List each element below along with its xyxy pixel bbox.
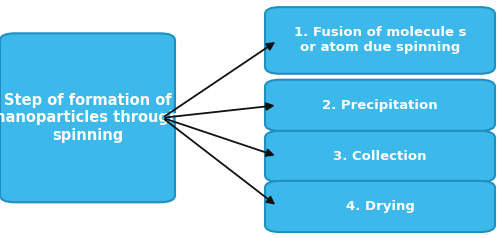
FancyBboxPatch shape [265, 131, 495, 182]
Text: 1. Fusion of molecule s
or atom due spinning: 1. Fusion of molecule s or atom due spin… [294, 26, 466, 55]
Text: 3. Collection: 3. Collection [333, 150, 427, 163]
Text: Step of formation of
nanoparticles through
spinning: Step of formation of nanoparticles throu… [0, 93, 180, 143]
FancyBboxPatch shape [265, 80, 495, 131]
FancyBboxPatch shape [265, 7, 495, 74]
FancyBboxPatch shape [0, 33, 175, 202]
Text: 4. Drying: 4. Drying [346, 200, 414, 213]
FancyBboxPatch shape [265, 181, 495, 232]
Text: 2. Precipitation: 2. Precipitation [322, 99, 438, 112]
